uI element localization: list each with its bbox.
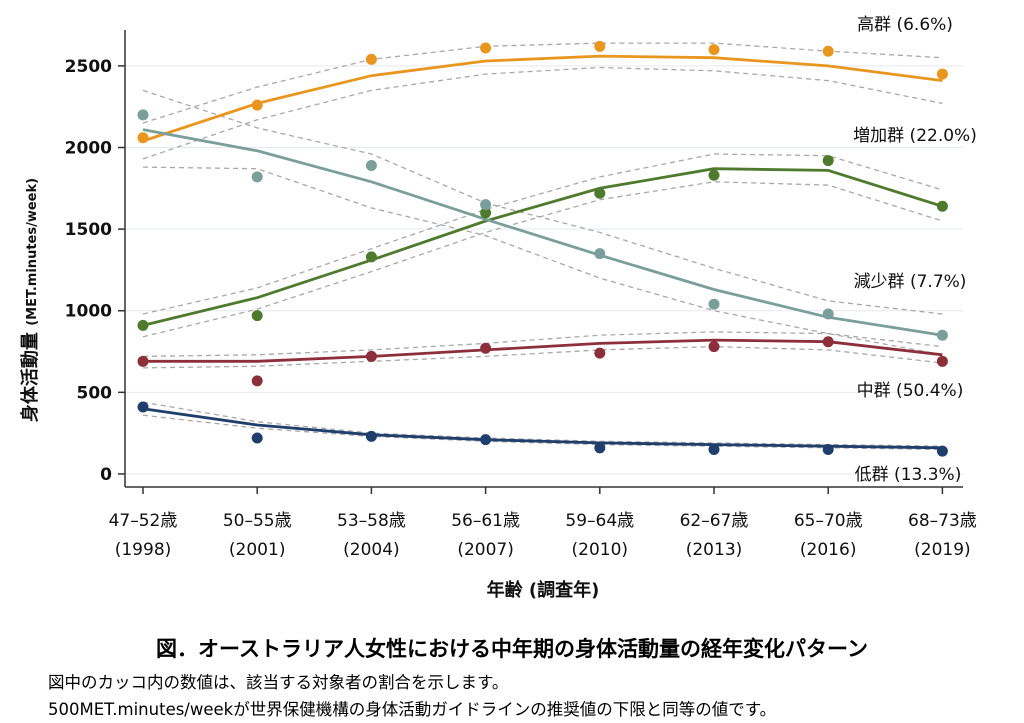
x-tick-label-6: 65–70歳(2016): [794, 511, 863, 560]
x-tick-label-5: 62–67歳(2013): [680, 511, 749, 560]
series-4-point-7: [936, 445, 948, 457]
series-0-ci-lower: [142, 66, 943, 160]
figure-caption-title: 図．オーストラリア人女性における中年期の身体活動量の経年変化パターン: [156, 637, 868, 661]
series-2-ci-lower: [142, 166, 943, 356]
fitted-lines: [142, 54, 943, 450]
series-4-label: 低群 (13.3%): [855, 465, 962, 485]
series-4-fitted-line: [142, 407, 943, 450]
series-1-point-1: [251, 310, 263, 322]
series-1-fitted-line: [142, 167, 943, 327]
series-1-point-2: [365, 251, 377, 263]
series-labels: 高群 (6.6%) 増加群 (22.0%) 減少群 (7.7%) 中群 (50.4%)…: [853, 15, 977, 485]
series-1-point-6: [822, 155, 834, 167]
series-1-point-3: [480, 207, 492, 219]
gridlines: [125, 65, 963, 475]
confidence-bands: [142, 42, 943, 451]
x-tick-label-1: 50–55歳(2001): [223, 511, 292, 560]
x-tick-label-2: 53–58歳(2004): [337, 511, 406, 560]
series-1-ci-lower: [142, 181, 943, 338]
x-tick-label-3: 56–61歳(2007): [451, 511, 520, 560]
series-4-ci-upper: [142, 401, 943, 447]
series-4-point-5: [708, 443, 720, 455]
figure-note-1: 図中のカッコ内の数値は、該当する対象者の割合を示します。: [48, 673, 509, 692]
x-tick-label-7: 68–73歳(2019): [908, 511, 977, 560]
series-1-label: 増加群 (22.0%): [853, 126, 977, 146]
series-1-ci-upper: [142, 153, 943, 315]
series-2-point-5: [708, 298, 720, 310]
series-3-point-4: [594, 347, 606, 359]
series-3-fitted-line: [143, 338, 943, 363]
series-2-point-7: [936, 329, 948, 341]
series-3-point-5: [708, 341, 720, 353]
series-0-point-4: [594, 40, 606, 52]
series-0-ci-upper: [142, 42, 943, 124]
series-3-point-6: [822, 336, 834, 348]
series-4-point-2: [365, 430, 377, 442]
figure-note-2: 500MET.minutes/weekが世界保健機構の身体活動ガイドラインの推奨…: [48, 700, 777, 719]
series-2-label: 減少群 (7.7%): [854, 272, 967, 292]
series-3-point-7: [936, 355, 948, 367]
series-3-point-0: [137, 355, 149, 367]
series-0-point-0: [137, 132, 149, 144]
series-1-point-4: [594, 187, 606, 199]
y-tick-label-500: 500: [77, 383, 113, 403]
series-4-point-4: [594, 442, 606, 454]
series-3-label: 中群 (50.4%): [857, 381, 964, 401]
series-2-point-6: [822, 308, 834, 320]
series-3-point-2: [365, 350, 377, 362]
x-axis-label: 年齢 (調査年): [487, 579, 600, 601]
series-2-fitted-line: [142, 128, 943, 337]
series-2-point-1: [251, 171, 263, 183]
series-3-ci-upper: [142, 331, 943, 358]
series-4-point-1: [251, 432, 263, 444]
y-tick-label-1000: 1000: [65, 302, 112, 322]
series-0-fitted-line: [142, 54, 943, 143]
observed-points: [137, 40, 948, 457]
series-2-point-2: [365, 159, 377, 171]
series-2-point-3: [480, 199, 492, 211]
series-4-point-0: [137, 401, 149, 413]
x-tick-label-4: 59–64歳(2010): [565, 511, 634, 560]
series-4-point-6: [822, 443, 834, 455]
series-0-point-6: [822, 45, 834, 57]
x-tick-label-0: 47–52歳(1998): [109, 511, 178, 560]
series-4-ci-lower: [142, 414, 943, 451]
y-tick-label-2500: 2500: [65, 57, 112, 77]
y-tick-label-2000: 2000: [65, 139, 112, 159]
series-0-point-2: [365, 53, 377, 65]
series-3-point-1: [251, 375, 263, 387]
y-tick-label-0: 0: [100, 465, 112, 485]
series-3-ci-lower: [142, 345, 943, 369]
series-2-point-0: [137, 109, 149, 121]
series-0-point-5: [708, 44, 720, 56]
series-1-point-5: [708, 169, 720, 181]
series-2-ci-upper: [142, 89, 943, 315]
series-0-point-1: [251, 99, 263, 111]
series-4-point-3: [480, 434, 492, 446]
series-0-point-3: [480, 42, 492, 54]
series-3-point-3: [480, 342, 492, 354]
series-0-label: 高群 (6.6%): [857, 15, 953, 35]
y-axis-label: 身体活動量 (MET.minutes/week): [19, 178, 41, 422]
y-tick-label-1500: 1500: [65, 220, 112, 240]
series-1-point-0: [137, 319, 149, 331]
axes: 0 500 1000 1500 2000 2500 47–52歳(1998) 50–55歳(2…: [65, 30, 977, 560]
series-1-point-7: [936, 200, 948, 212]
activity-trajectory-chart: 0 500 1000 1500 2000 2500 47–52歳(1998) 50–55歳(2…: [19, 15, 977, 601]
series-2-point-4: [594, 248, 606, 260]
series-0-point-7: [936, 68, 948, 80]
